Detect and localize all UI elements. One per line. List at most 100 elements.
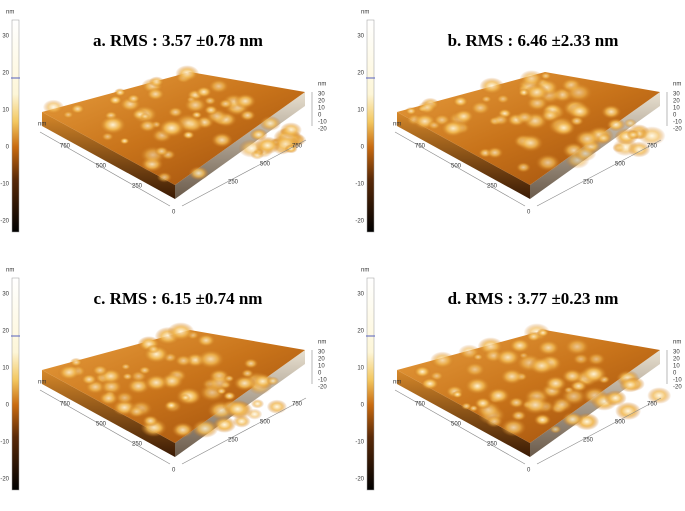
- z-tick: 20: [318, 99, 325, 105]
- colorbar-unit: nm: [361, 10, 369, 16]
- surface-grain: [62, 110, 75, 119]
- colorbar-unit: nm: [6, 268, 14, 274]
- surface-grain: [203, 104, 219, 116]
- surface-grain: [517, 133, 544, 152]
- surface-grain: [485, 415, 504, 428]
- colorbar-tick: 0: [6, 145, 10, 151]
- z-tick: 20: [673, 357, 680, 363]
- axis-tick: 750: [292, 144, 303, 150]
- z-tick: -20: [318, 127, 327, 133]
- z-tick: 10: [318, 106, 325, 112]
- colorbar-tick: 30: [2, 34, 9, 40]
- axis-origin: 0: [527, 468, 531, 474]
- z-tick: 0: [318, 371, 322, 377]
- axis-tick: 250: [132, 442, 143, 448]
- surface-grain: [508, 337, 531, 354]
- surface-grain: [266, 376, 280, 386]
- surface-grain: [120, 363, 131, 371]
- axis-line: [39, 389, 171, 465]
- z-tick: -10: [318, 378, 327, 384]
- surface-grain: [464, 361, 486, 377]
- axis-tick: 500: [451, 422, 462, 428]
- surface-grain: [171, 422, 194, 438]
- surface-grain: [210, 132, 233, 148]
- surface-grain: [600, 104, 622, 119]
- surface-grain: [417, 101, 437, 115]
- axis-tick: 250: [228, 180, 239, 186]
- axis-tick: 500: [260, 162, 271, 168]
- axis-tick: 750: [415, 144, 426, 150]
- surface-grain: [479, 77, 505, 95]
- surface-grain: [619, 377, 642, 393]
- surface-grain: [203, 96, 217, 106]
- surface-grain: [114, 88, 127, 97]
- z-tick: 10: [673, 364, 680, 370]
- surface-grain: [524, 83, 549, 102]
- surface-grain: [179, 393, 191, 402]
- axis-unit: nm: [318, 340, 326, 346]
- colorbar-tick: -10: [355, 182, 364, 188]
- surface-grain: [623, 118, 637, 128]
- z-tick: -10: [673, 120, 682, 126]
- axis-tick: 750: [292, 402, 303, 408]
- surface-grain: [250, 399, 265, 409]
- surface-grain: [626, 129, 641, 140]
- surface-grain: [208, 78, 230, 94]
- surface-grain: [627, 141, 651, 158]
- surface-grain: [606, 118, 626, 132]
- surface-grain: [157, 118, 186, 138]
- colorbar-tick: 30: [357, 292, 364, 298]
- z-tick: 0: [673, 371, 677, 377]
- colorbar-tick: -10: [355, 440, 364, 446]
- surface-grain: [42, 99, 65, 115]
- surface-grain: [121, 372, 134, 381]
- surface-grain: [533, 413, 552, 426]
- axis-origin: 0: [172, 468, 176, 474]
- surface-grain: [138, 365, 152, 375]
- axis-line: [181, 397, 307, 465]
- surface-grain: [146, 87, 165, 101]
- surface-grain: [535, 154, 561, 172]
- z-tick: -20: [673, 385, 682, 391]
- surface-grain: [254, 136, 281, 155]
- surface-grain: [440, 119, 466, 138]
- colorbar: [366, 277, 375, 491]
- surface-grain: [510, 410, 527, 422]
- z-tick: 20: [673, 99, 680, 105]
- axis-tick: 500: [451, 164, 462, 170]
- surface-grain: [561, 387, 587, 406]
- surface-grain: [142, 415, 159, 427]
- surface-grain: [126, 93, 141, 104]
- surface-grain: [167, 106, 184, 118]
- surface-grain: [154, 146, 169, 157]
- surface-grain: [564, 337, 590, 356]
- surface-grain: [604, 390, 627, 406]
- axis-tick: 500: [260, 420, 271, 426]
- surface-grain: [552, 119, 576, 137]
- colorbar-tick: 20: [357, 329, 364, 335]
- surface-grain: [98, 115, 127, 135]
- colorbar-unit: nm: [361, 268, 369, 274]
- surface-grain: [183, 96, 207, 114]
- surface-wall: [397, 112, 530, 199]
- axis-unit: nm: [38, 380, 46, 386]
- z-tick: 0: [673, 113, 677, 119]
- axis-unit: nm: [673, 340, 681, 346]
- surface-grain: [470, 100, 491, 116]
- axis-line: [394, 131, 526, 207]
- panel-title: c. RMS : 6.15 ±0.74 nm: [94, 289, 263, 308]
- colorbar-tick: 0: [361, 403, 365, 409]
- surface-grain: [144, 374, 169, 392]
- surface-grain: [430, 351, 455, 369]
- surface-grain: [572, 353, 590, 365]
- surface-grain: [218, 98, 233, 109]
- colorbar-tick: -10: [0, 182, 9, 188]
- surface-wall: [42, 370, 175, 457]
- surface-grain: [69, 357, 83, 367]
- surface-grain: [266, 399, 288, 414]
- colorbar-tick: -10: [0, 440, 9, 446]
- axis-line: [39, 131, 171, 207]
- surface-grain: [224, 399, 251, 419]
